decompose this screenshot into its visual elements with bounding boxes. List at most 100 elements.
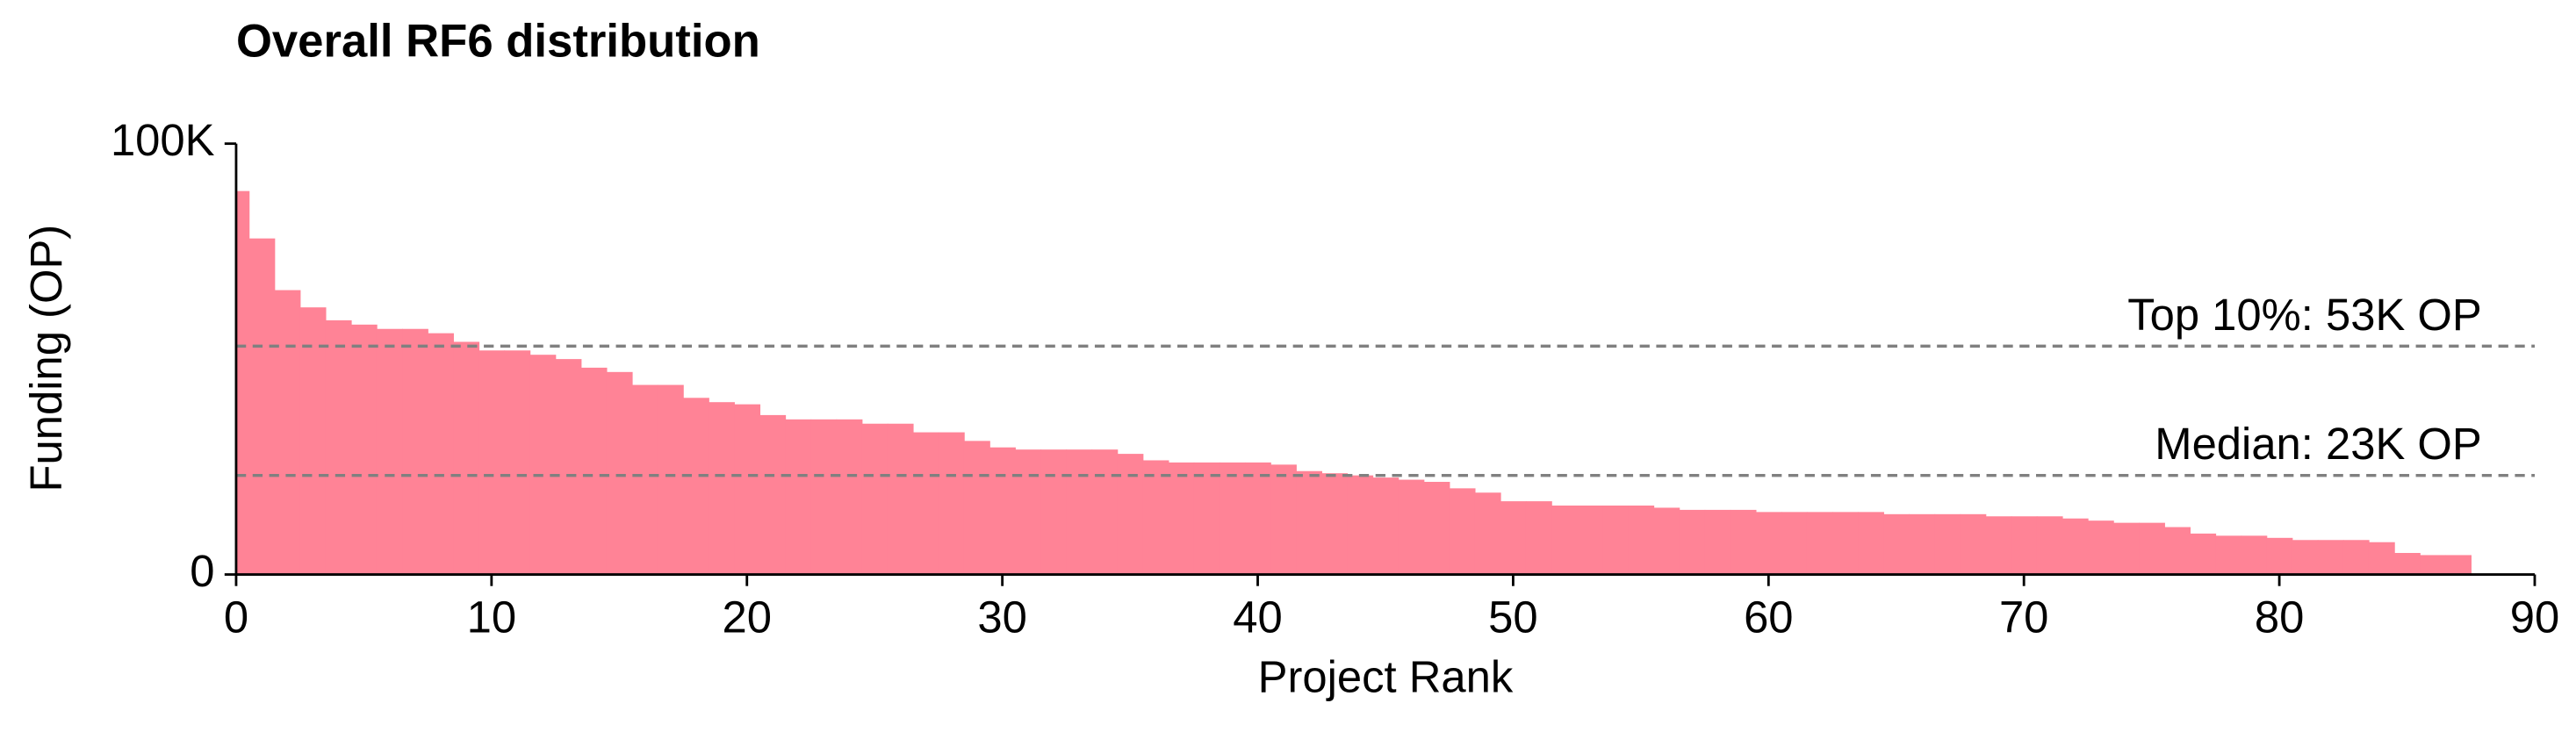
bar: [1423, 482, 1450, 575]
bar: [1985, 516, 2012, 575]
bar: [1347, 475, 1374, 575]
bar: [1755, 512, 1782, 575]
bar: [1832, 512, 1859, 575]
bar: [1066, 449, 1093, 575]
bar: [1909, 513, 1936, 575]
bar: [248, 238, 276, 575]
bar: [1040, 449, 1068, 575]
bar: [2445, 555, 2472, 575]
x-tick-label: 80: [2255, 592, 2304, 642]
bar: [274, 290, 301, 575]
x-tick-label: 70: [1999, 592, 2048, 642]
bar: [402, 328, 428, 575]
bar: [2113, 522, 2140, 575]
bar: [2215, 535, 2242, 575]
x-tick-label: 10: [467, 592, 516, 642]
bar: [2139, 522, 2165, 575]
bar: [1321, 473, 1349, 575]
x-tick-label: 50: [1488, 592, 1537, 642]
bar: [350, 324, 378, 575]
x-tick-label: 40: [1233, 592, 1282, 642]
bar: [453, 341, 480, 575]
bar: [2292, 540, 2319, 575]
y-tick-label: 0: [190, 546, 214, 596]
bar: [2393, 552, 2421, 575]
bar: [1091, 449, 1119, 575]
bar: [631, 384, 658, 575]
bar: [1244, 462, 1271, 575]
bar: [2087, 520, 2114, 575]
bar: [479, 350, 506, 575]
bar: [555, 359, 582, 575]
bar: [2420, 555, 2446, 575]
y-tick-label: 100K: [111, 115, 215, 165]
bar: [963, 441, 990, 575]
bar: [2368, 542, 2395, 575]
bar: [1398, 479, 1425, 575]
bar: [2190, 533, 2217, 575]
bar: [1551, 506, 1578, 575]
bar: [2266, 537, 2293, 575]
bar: [1372, 477, 1400, 575]
bar: [1602, 506, 1630, 575]
bar: [709, 402, 735, 575]
bar: [1730, 509, 1757, 575]
bar: [1806, 512, 1833, 575]
bar: [810, 419, 838, 575]
bar: [235, 190, 250, 575]
bar: [1142, 460, 1169, 575]
bar: [2062, 518, 2089, 575]
bar: [657, 384, 684, 575]
bar: [1500, 501, 1527, 575]
bar: [1704, 509, 1731, 575]
x-tick-label: 20: [723, 592, 772, 642]
bar: [1270, 464, 1297, 575]
bar: [2036, 516, 2063, 575]
bar: [734, 404, 761, 575]
bar: [1525, 501, 1552, 575]
bar: [887, 423, 914, 575]
bar: [1193, 462, 1220, 575]
bar: [504, 350, 531, 575]
bar: [938, 432, 965, 575]
chart-title: Overall RF6 distribution: [236, 16, 760, 68]
x-tick-label: 0: [224, 592, 248, 642]
bar: [2342, 540, 2370, 575]
bar: [606, 371, 633, 575]
bar: [1168, 462, 1195, 575]
bar: [580, 367, 608, 575]
bar: [1449, 488, 1476, 575]
bar: [1577, 506, 1603, 575]
bar: [683, 398, 709, 575]
bar: [1474, 492, 1501, 575]
bar: [529, 355, 557, 575]
bar: [376, 328, 403, 575]
x-tick-label: 60: [1744, 592, 1793, 642]
x-tick-label: 30: [977, 592, 1026, 642]
reference-label: Median: 23K OP: [2155, 419, 2482, 469]
bar: [912, 432, 939, 575]
bar: [2011, 516, 2038, 575]
bar: [759, 414, 787, 575]
bar: [989, 447, 1016, 575]
bar: [1960, 513, 1987, 575]
bar: [1117, 454, 1144, 575]
y-axis-label: Funding (OP): [21, 225, 71, 492]
bar: [2241, 535, 2268, 575]
bar: [1653, 507, 1680, 575]
bar: [1219, 462, 1246, 575]
bar: [1858, 512, 1884, 575]
bar: [1628, 506, 1655, 575]
bar: [325, 319, 352, 575]
bar: [1296, 470, 1322, 575]
bar: [785, 419, 812, 575]
x-axis-label: Project Rank: [1258, 651, 1514, 701]
bar: [2317, 540, 2344, 575]
bar: [1781, 512, 1808, 575]
bar: [428, 333, 454, 575]
bar: [836, 419, 863, 575]
x-tick-label: 90: [2510, 592, 2559, 642]
bar: [1015, 449, 1042, 575]
